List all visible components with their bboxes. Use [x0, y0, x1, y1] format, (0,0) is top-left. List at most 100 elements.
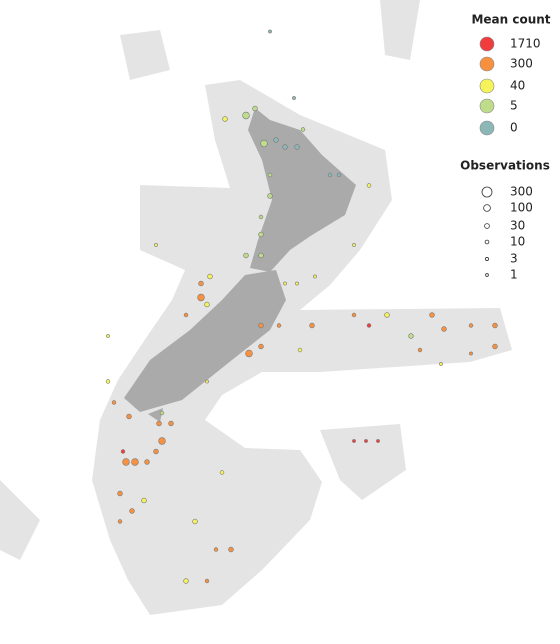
point: [294, 144, 300, 150]
point: [313, 274, 317, 279]
point: [309, 322, 315, 329]
legend-swatch: [479, 120, 495, 136]
legend-title: Observations: [460, 159, 550, 173]
legend-label: 5: [510, 99, 518, 113]
point: [366, 323, 372, 328]
legend-swatch: [479, 36, 495, 52]
legend-label: 1710: [510, 37, 541, 51]
point: [292, 96, 296, 100]
point: [242, 111, 250, 120]
point: [267, 193, 273, 199]
point: [111, 400, 117, 405]
point: [222, 116, 228, 122]
point: [384, 312, 390, 318]
point: [144, 459, 150, 465]
point: [468, 323, 474, 328]
legend-swatch: [479, 56, 495, 72]
legend-swatch: [479, 78, 495, 94]
legend-size: [483, 204, 491, 212]
point: [117, 490, 123, 497]
point: [129, 508, 135, 514]
point: [120, 449, 126, 454]
point: [376, 439, 380, 443]
point: [106, 334, 110, 338]
point: [258, 252, 264, 259]
point: [336, 172, 342, 178]
legend-size: [481, 186, 493, 198]
point: [158, 437, 166, 445]
point: [352, 243, 356, 247]
legend-title: Mean count: [471, 13, 550, 27]
point: [283, 281, 287, 286]
legend-label: 40: [510, 79, 525, 93]
point: [408, 333, 414, 339]
point: [267, 172, 273, 178]
land: [124, 108, 356, 422]
legend-label: 300: [510, 57, 533, 71]
point: [197, 293, 205, 302]
point: [295, 281, 299, 286]
point: [105, 379, 111, 384]
point: [192, 518, 198, 525]
point: [205, 379, 209, 384]
legend-swatch: [479, 98, 495, 114]
point: [441, 326, 447, 332]
point: [351, 312, 357, 318]
point: [366, 183, 372, 188]
legend-size: [484, 239, 490, 245]
legend-label: 300: [510, 185, 533, 199]
legend-label: 0: [510, 121, 518, 135]
point: [492, 322, 498, 329]
point: [198, 280, 204, 287]
points: [105, 29, 498, 584]
legend-label: 1: [510, 268, 518, 282]
point: [300, 127, 306, 132]
point: [243, 252, 249, 259]
point: [122, 458, 130, 466]
point: [153, 448, 159, 455]
point: [282, 144, 288, 150]
point: [183, 578, 189, 584]
legend-size: [485, 273, 489, 277]
shelf: [0, 0, 512, 615]
point: [273, 137, 279, 143]
point: [156, 420, 162, 427]
legend-label: 10: [510, 235, 525, 249]
point: [204, 578, 210, 584]
point: [141, 497, 147, 504]
point: [258, 322, 264, 329]
point: [297, 347, 303, 353]
point: [352, 439, 356, 443]
point: [258, 343, 264, 350]
point: [154, 243, 158, 247]
point: [492, 343, 498, 350]
point: [117, 519, 123, 524]
legend-label: 30: [510, 219, 525, 233]
point: [204, 301, 210, 308]
point: [213, 547, 219, 552]
legend-size: [485, 257, 489, 261]
point: [207, 273, 213, 280]
point: [159, 410, 165, 416]
point: [131, 458, 139, 466]
point: [417, 347, 423, 353]
point: [183, 312, 189, 318]
point: [258, 231, 264, 238]
legend-label: 3: [510, 252, 518, 266]
point: [260, 139, 268, 148]
point: [126, 413, 132, 420]
point: [268, 29, 272, 34]
legend-label: 100: [510, 201, 533, 215]
point: [228, 546, 234, 553]
point: [252, 105, 258, 112]
point: [439, 362, 443, 366]
point: [245, 349, 253, 358]
point: [276, 323, 282, 328]
point: [327, 172, 333, 178]
point: [258, 214, 264, 220]
legend-size: [484, 223, 490, 229]
point: [429, 312, 435, 318]
point: [168, 420, 174, 427]
point: [219, 470, 225, 475]
